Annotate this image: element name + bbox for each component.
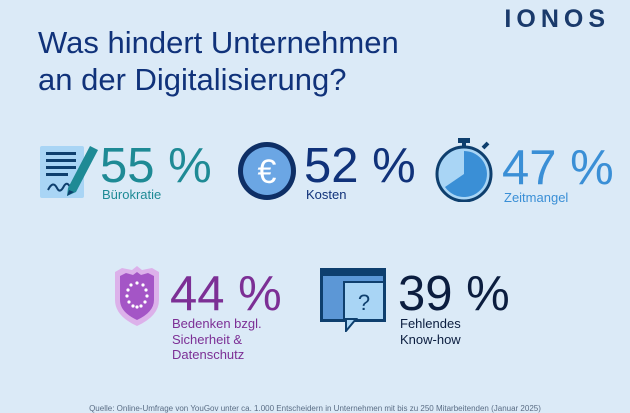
stat-buerokratie: 55 % Bürokratie: [38, 138, 218, 213]
question-window-icon: ?: [320, 268, 388, 337]
stat-label: Fehlendes Know-how: [400, 316, 461, 347]
eu-shield-icon: [112, 266, 162, 333]
stat-kosten: € 52 % Kosten: [236, 140, 416, 215]
euro-coin-icon: €: [236, 140, 298, 207]
stat-sicherheit: 44 % Bedenken bzgl. Sicherheit & Datensc…: [112, 266, 292, 366]
document-signature-icon: [38, 138, 100, 207]
ionos-logo: IONOS: [504, 5, 610, 33]
stat-percent: 39 %: [398, 267, 510, 321]
stat-percent: 47 %: [502, 141, 614, 195]
stat-label: Zeitmangel: [504, 190, 569, 205]
stat-label: Bedenken bzgl. Sicherheit & Datenschutz: [172, 316, 262, 362]
svg-text:€: €: [258, 153, 277, 191]
stat-percent: 52 %: [304, 139, 416, 193]
stat-percent: 55 %: [100, 139, 212, 193]
stat-zeitmangel: 47 % Zeitmangel: [432, 138, 614, 216]
stat-percent: 44 %: [170, 267, 282, 321]
title-line-1: Was hindert Unternehmen: [38, 25, 399, 60]
page-title: Was hindert Unternehmen an der Digitalis…: [38, 24, 399, 98]
source-footnote: Quelle: Online-Umfrage von YouGov unter …: [89, 404, 541, 413]
stat-label: Bürokratie: [102, 187, 162, 202]
svg-text:?: ?: [358, 290, 370, 315]
stat-know-how: ? 39 % Fehlendes Know-how: [320, 268, 520, 348]
stopwatch-icon: [432, 138, 494, 207]
title-line-2: an der Digitalisierung?: [38, 62, 347, 97]
stat-label: Kosten: [306, 187, 347, 202]
